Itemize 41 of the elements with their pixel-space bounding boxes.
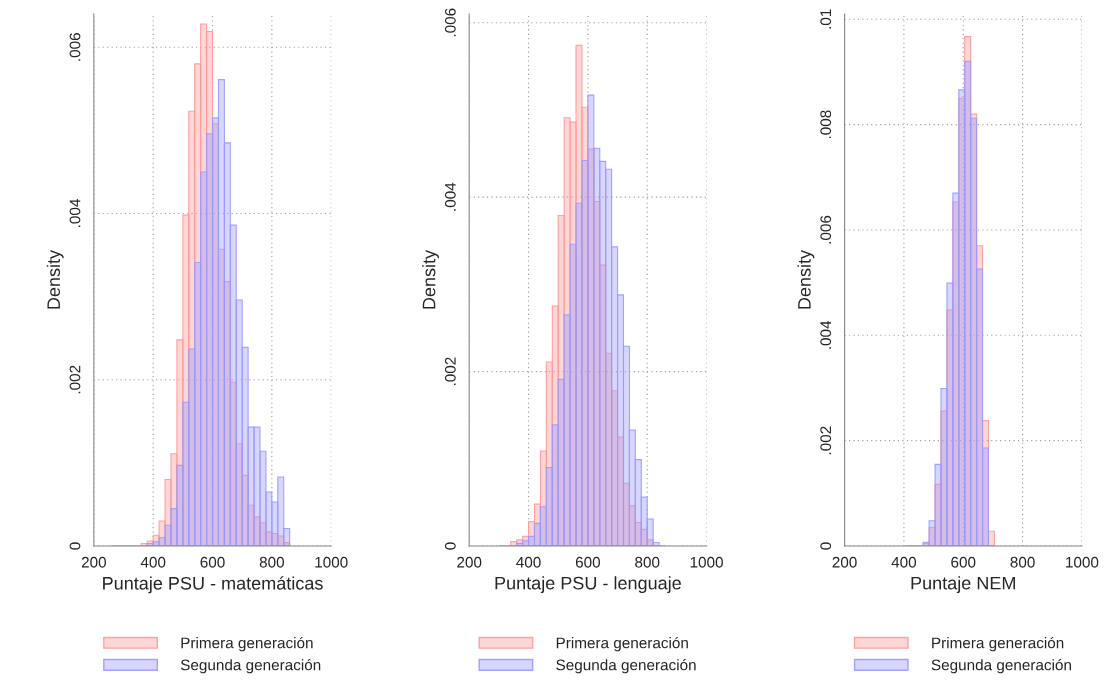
y-tick-label: .002 bbox=[69, 365, 81, 394]
x-axis-title: Puntaje PSU - lenguaje bbox=[495, 576, 681, 594]
legend-label: Primera generación bbox=[932, 636, 1064, 652]
y-tick-label: .004 bbox=[69, 199, 81, 227]
x-tick-label: 600 bbox=[951, 556, 976, 568]
y-tick-label: .006 bbox=[69, 33, 81, 61]
x-axis-title: Puntaje NEM bbox=[911, 576, 1015, 594]
x-tick-label: 200 bbox=[832, 556, 857, 568]
x-tick-label: 200 bbox=[457, 556, 482, 568]
y-tick-label: .006 bbox=[820, 215, 832, 244]
y-axis-title: Density bbox=[797, 249, 815, 309]
y-tick-label: .004 bbox=[444, 182, 456, 211]
y-axis-title: Density bbox=[422, 249, 439, 309]
y-axis-title: Density bbox=[46, 249, 64, 309]
y-tick-label: .01 bbox=[820, 9, 832, 29]
y-tick-label: 0 bbox=[444, 542, 456, 550]
legend-label: Segunda generación bbox=[556, 658, 696, 674]
legend-label: Primera generación bbox=[556, 636, 688, 652]
legend-label: Segunda generación bbox=[931, 658, 1071, 674]
x-tick-label: 400 bbox=[891, 556, 917, 568]
y-tick-label: .002 bbox=[820, 426, 832, 455]
x-tick-label: 1000 bbox=[690, 556, 723, 568]
x-tick-label: 600 bbox=[575, 556, 601, 568]
x-tick-label: 800 bbox=[635, 556, 660, 568]
y-tick-label: .008 bbox=[820, 110, 832, 139]
x-tick-label: 200 bbox=[81, 556, 106, 568]
x-tick-label: 800 bbox=[1010, 556, 1035, 568]
y-tick-label: 0 bbox=[820, 542, 832, 550]
y-tick-label: 0 bbox=[69, 542, 81, 550]
x-tick-label: 1000 bbox=[1066, 556, 1099, 568]
x-axis-title: Puntaje PSU - matemáticas bbox=[103, 576, 323, 594]
y-tick-label: .006 bbox=[444, 8, 456, 37]
x-tick-label: 400 bbox=[516, 556, 541, 568]
x-tick-label: 600 bbox=[200, 556, 225, 568]
x-tick-label: 800 bbox=[259, 556, 285, 568]
legend-label: Segunda generación bbox=[180, 658, 321, 674]
x-tick-label: 400 bbox=[140, 556, 166, 568]
x-tick-label: 1000 bbox=[315, 556, 348, 568]
y-tick-label: .004 bbox=[820, 320, 832, 349]
y-tick-label: .002 bbox=[444, 357, 456, 386]
legend-label: Primera generación bbox=[181, 636, 313, 652]
